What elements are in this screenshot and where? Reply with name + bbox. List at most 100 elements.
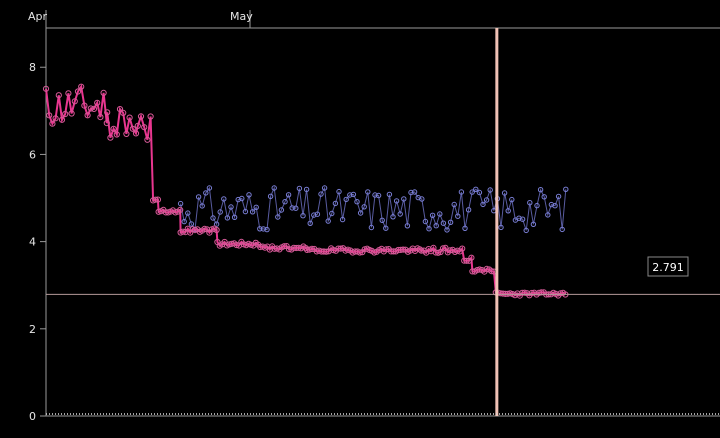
data-point (318, 191, 324, 197)
data-point (293, 205, 299, 211)
data-point (68, 110, 75, 117)
data-point (134, 122, 141, 130)
tooltip: 2.791 (647, 256, 689, 277)
data-point (339, 216, 346, 223)
data-point (422, 218, 429, 225)
data-point (231, 214, 238, 221)
data-point (55, 92, 62, 99)
data-point (195, 194, 202, 200)
y-ticks: 0 2 4 6 8 (29, 61, 46, 423)
data-point (555, 193, 562, 200)
data-point (303, 186, 310, 193)
data-point (537, 187, 544, 193)
data-point (468, 254, 475, 261)
data-point (260, 226, 267, 232)
data-point (126, 114, 133, 121)
data-point (94, 99, 101, 106)
data-point (311, 212, 317, 218)
data-point (383, 225, 389, 231)
data-point (516, 215, 522, 221)
data-point (49, 120, 56, 127)
data-point (390, 214, 396, 220)
data-point (444, 227, 450, 233)
data-point (144, 136, 151, 143)
data-point (534, 202, 540, 209)
data-point (201, 225, 208, 232)
data-point (308, 245, 315, 252)
data-point (74, 88, 82, 95)
data-point (393, 198, 400, 204)
data-point (97, 114, 104, 121)
data-point (249, 209, 256, 215)
series-pink (42, 83, 569, 299)
data-point (433, 223, 439, 229)
data-point (473, 186, 479, 193)
data-point (336, 188, 342, 195)
data-point (372, 192, 378, 198)
series-line (45, 84, 566, 298)
data-point (509, 196, 515, 203)
data-point (235, 196, 241, 203)
data-point (81, 102, 88, 109)
data-point (519, 216, 526, 222)
data-point (116, 106, 124, 113)
x-tick-label: Apr (28, 10, 48, 23)
data-point (527, 200, 533, 206)
data-point (275, 214, 281, 220)
data-point (332, 200, 339, 207)
y-tick-label: 6 (29, 148, 36, 161)
data-point (440, 220, 447, 226)
data-point (87, 105, 94, 112)
overlay: 2.791 (46, 28, 720, 416)
data-point (329, 210, 335, 217)
data-point (408, 189, 414, 196)
data-point (188, 221, 195, 227)
data-point (278, 207, 285, 213)
data-point (400, 246, 407, 253)
x-tick-label: May (230, 10, 253, 23)
data-point (552, 203, 558, 209)
data-point (242, 208, 249, 215)
data-point (129, 125, 136, 132)
data-point (213, 226, 220, 234)
data-point (480, 201, 486, 208)
data-point (113, 131, 120, 138)
data-point (476, 189, 483, 196)
data-point (347, 192, 353, 198)
data-point (439, 245, 447, 252)
data-point (356, 249, 363, 256)
data-point (325, 218, 331, 224)
data-point (239, 195, 245, 202)
data-point (541, 194, 547, 200)
data-point (228, 204, 234, 210)
data-point (100, 89, 107, 97)
data-point (429, 212, 436, 219)
data-point (285, 192, 292, 198)
data-point (563, 186, 569, 193)
data-point (185, 210, 191, 216)
data-point (488, 268, 495, 275)
data-point (217, 209, 223, 215)
data-point (498, 224, 504, 231)
data-point (314, 211, 321, 217)
data-point (177, 200, 184, 207)
data-point (375, 192, 382, 199)
data-point (323, 248, 330, 255)
data-point (548, 201, 555, 208)
data-point (179, 228, 187, 235)
data-point (404, 223, 411, 229)
y-tick-label: 0 (29, 410, 36, 423)
data-point (321, 185, 328, 191)
data-point (52, 115, 59, 122)
data-point (152, 196, 159, 203)
data-point (123, 130, 130, 137)
data-point (58, 116, 66, 123)
y-tick-label: 8 (29, 61, 36, 74)
data-point (465, 207, 472, 213)
data-point (386, 191, 393, 198)
data-point (487, 187, 493, 193)
data-point (357, 210, 364, 216)
y-tick-label: 2 (29, 323, 36, 336)
data-point (289, 205, 295, 211)
